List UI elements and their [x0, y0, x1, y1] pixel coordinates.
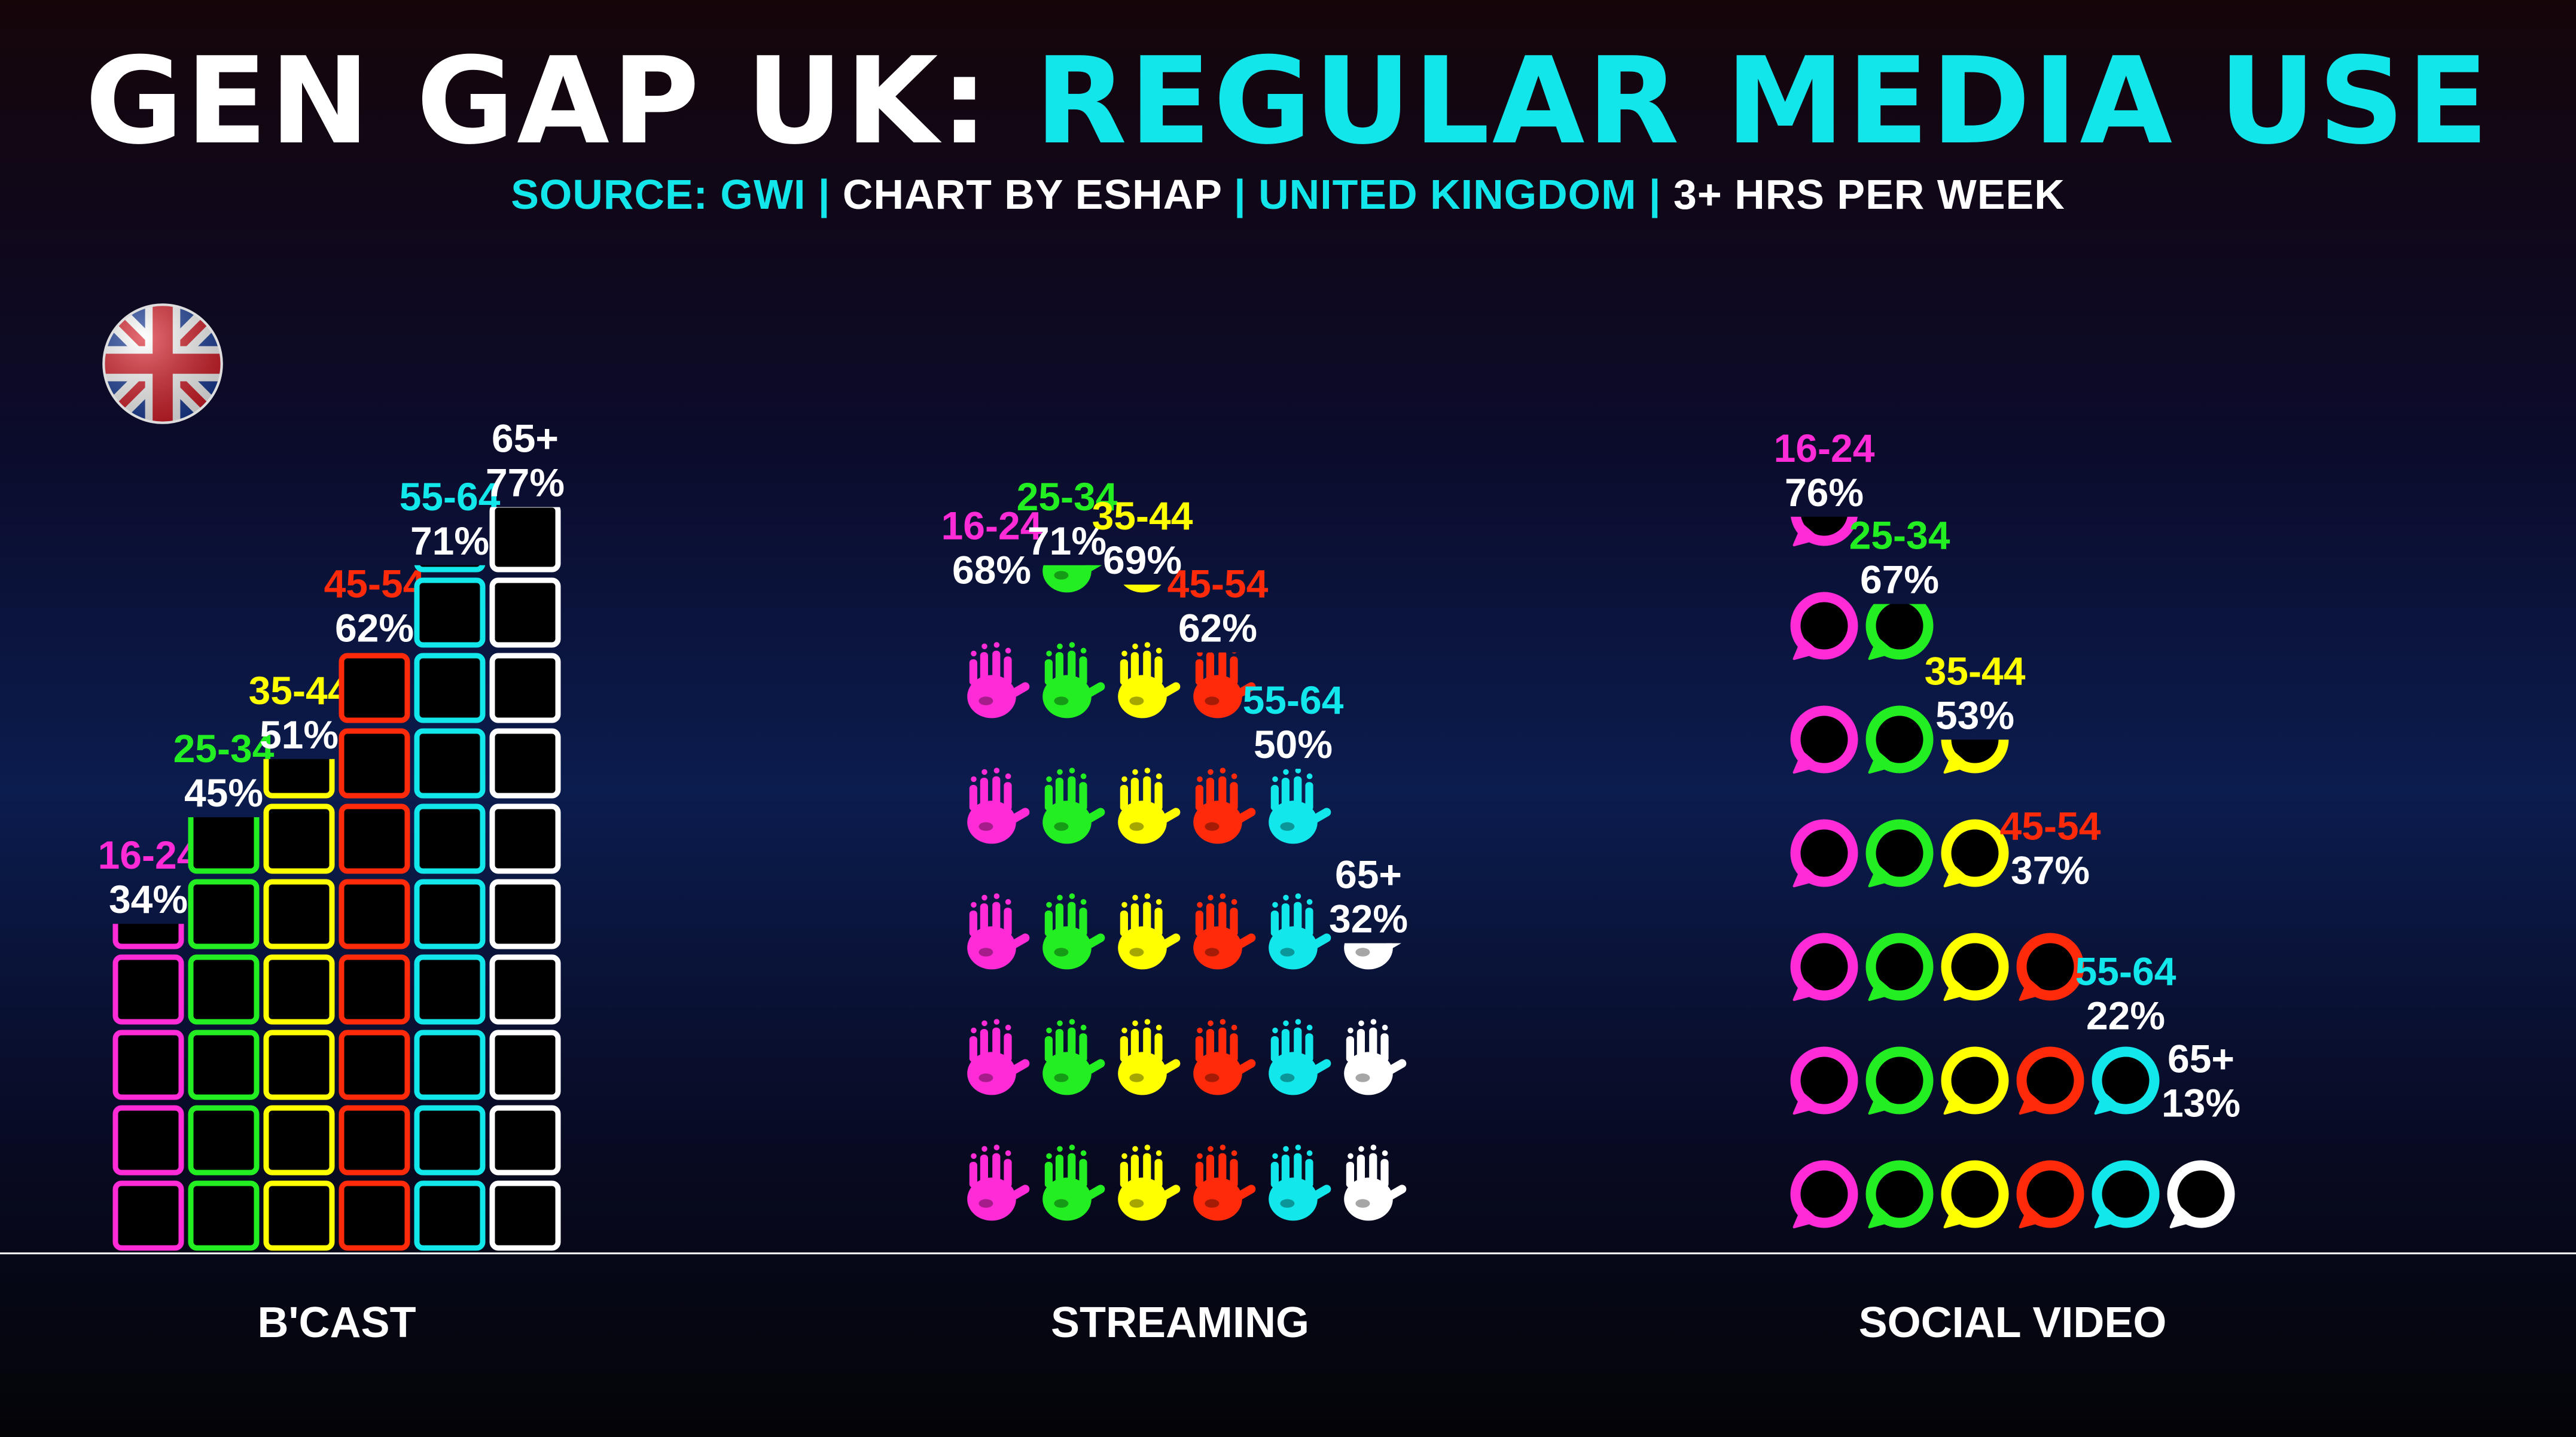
- age-label: 35-44: [1092, 494, 1193, 538]
- subtitle: SOURCE: GWI | CHART BY ESHAP | UNITED KI…: [0, 171, 2576, 218]
- subtitle-part: |: [806, 171, 843, 218]
- bar-social-video-65+: [2167, 1160, 2235, 1229]
- age-label: 55-64: [2075, 949, 2176, 994]
- value-label: 13%: [2162, 1080, 2240, 1125]
- value-label: 69%: [1103, 538, 1182, 582]
- bar-b-cast-25-34: [188, 817, 260, 1251]
- category-label: STREAMING: [1051, 1299, 1309, 1347]
- subtitle-part: SOURCE: GWI: [511, 171, 806, 218]
- age-label: 25-34: [173, 726, 275, 771]
- value-label: 71%: [410, 519, 489, 563]
- age-label: 35-44: [249, 668, 350, 713]
- value-label: 77%: [486, 461, 565, 505]
- value-label: 53%: [1935, 693, 2014, 737]
- age-label: 45-54: [1167, 562, 1269, 606]
- value-label: 50%: [1254, 722, 1333, 766]
- age-label: 35-44: [1925, 649, 2026, 693]
- value-label: 68%: [952, 547, 1031, 592]
- value-label: 71%: [1028, 519, 1106, 563]
- age-label: 16-24: [98, 833, 199, 877]
- age-label: 55-64: [400, 474, 501, 519]
- title-main: GEN GAP UK:: [85, 32, 1035, 171]
- category-label: B'CAST: [257, 1299, 416, 1347]
- bar-b-cast-55-64: [414, 565, 486, 1251]
- bar-streaming-16-24: [967, 642, 1030, 1221]
- bar-social-video-16-24: [1790, 516, 1858, 1229]
- value-label: 76%: [1785, 470, 1864, 514]
- bar-streaming-35-44: [1118, 584, 1181, 1221]
- subtitle-part: 3+ HRS PER WEEK: [1673, 171, 2065, 218]
- age-label: 65+: [2168, 1036, 2234, 1080]
- age-label: 65+: [1335, 853, 1402, 897]
- value-label: 22%: [2086, 994, 2165, 1038]
- age-label: 16-24: [941, 503, 1042, 547]
- value-label: 51%: [260, 713, 339, 757]
- value-label: 62%: [335, 606, 414, 650]
- bar-social-video-45-54: [2016, 933, 2084, 1229]
- subtitle-part: |: [1636, 171, 1673, 218]
- bar-b-cast-45-54: [339, 653, 410, 1251]
- value-label: 32%: [1329, 897, 1408, 941]
- page-title: GEN GAP UK: REGULAR MEDIA USE: [0, 33, 2576, 171]
- bar-social-video-25-34: [1865, 604, 1934, 1229]
- value-label: 62%: [1178, 606, 1257, 650]
- subtitle-part: UNITED KINGDOM: [1258, 171, 1637, 218]
- age-label: 16-24: [1774, 426, 1875, 470]
- bar-streaming-25-34: [1042, 565, 1105, 1221]
- subtitle-part: |: [1221, 171, 1259, 218]
- bar-streaming-65+: [1344, 943, 1407, 1221]
- value-label: 45%: [184, 771, 263, 815]
- age-label: 25-34: [1017, 474, 1118, 519]
- value-label: 34%: [109, 877, 188, 921]
- bar-streaming-45-54: [1193, 652, 1256, 1221]
- age-label: 25-34: [1849, 513, 1950, 558]
- bar-b-cast-35-44: [263, 759, 335, 1251]
- age-label: 45-54: [324, 562, 425, 606]
- bar-b-cast-65+: [489, 507, 561, 1251]
- age-label: 45-54: [2000, 804, 2101, 848]
- value-label: 67%: [1860, 558, 1939, 602]
- category-label: SOCIAL VIDEO: [1859, 1299, 2167, 1347]
- uk-flag-icon: [102, 303, 223, 424]
- age-label: 65+: [492, 416, 559, 461]
- bar-social-video-55-64: [2092, 1046, 2160, 1229]
- value-label: 37%: [2011, 848, 2090, 893]
- bar-b-cast-16-24: [112, 924, 184, 1251]
- subtitle-part: CHART BY ESHAP: [842, 171, 1222, 218]
- age-label: 55-64: [1243, 678, 1344, 722]
- bar-streaming-55-64: [1269, 769, 1331, 1221]
- title-accent: REGULAR MEDIA USE: [1035, 32, 2491, 171]
- bar-social-video-35-44: [1941, 739, 2009, 1229]
